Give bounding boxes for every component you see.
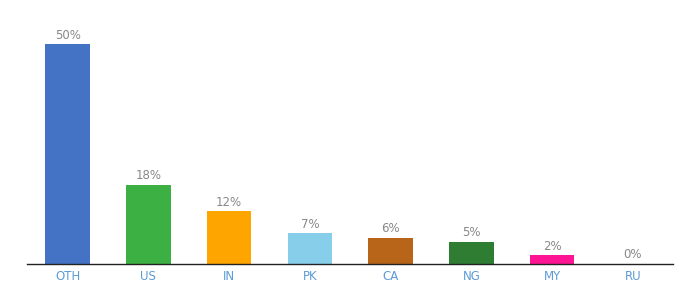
Text: 5%: 5% [462,226,481,239]
Text: 50%: 50% [54,28,80,41]
Bar [288,233,332,264]
Bar [46,44,90,264]
Text: 18%: 18% [135,169,161,182]
Text: 0%: 0% [624,248,642,261]
Text: 2%: 2% [543,240,562,253]
Bar [126,185,171,264]
Bar [369,238,413,264]
Text: 7%: 7% [301,218,319,231]
Text: 6%: 6% [381,222,400,235]
Bar [207,211,252,264]
Text: 12%: 12% [216,196,242,208]
Bar [530,255,575,264]
Bar [449,242,494,264]
